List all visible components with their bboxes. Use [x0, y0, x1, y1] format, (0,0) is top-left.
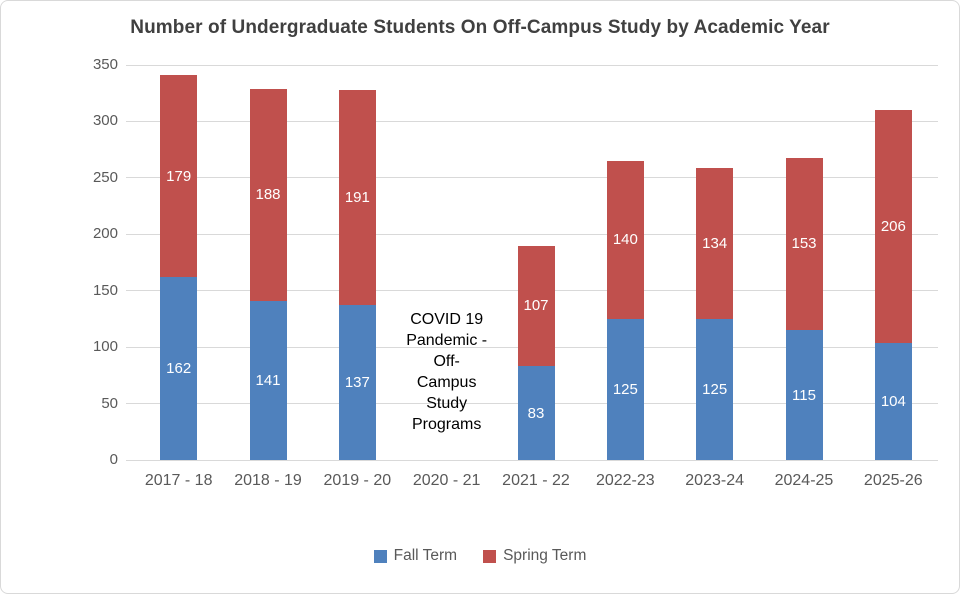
- fall-term-segment: 162: [160, 277, 198, 460]
- bar-value-label: 134: [702, 234, 728, 252]
- spring-term-segment: 153: [785, 157, 823, 331]
- spring-term-segment: 134: [696, 167, 734, 319]
- legend: Fall Term Spring Term: [1, 547, 959, 565]
- bar-value-label: 140: [612, 231, 638, 249]
- covid-annotation-line: Programs: [411, 416, 482, 433]
- covid-annotation-line: Study: [426, 395, 468, 412]
- spring-term-segment: 140: [606, 160, 644, 319]
- fall-term-segment: 104: [874, 342, 912, 460]
- y-axis-label: 350: [92, 56, 118, 73]
- legend-swatch-icon: [483, 549, 497, 563]
- spring-term-segment: 188: [249, 88, 287, 301]
- x-axis-label: 2022-23: [595, 472, 655, 489]
- bar-value-label: 104: [880, 392, 906, 410]
- covid-annotation-line: COVID 19: [410, 311, 484, 328]
- fall-term-segment: 83: [517, 366, 555, 460]
- covid-annotation-line: Off-: [433, 353, 460, 370]
- y-axis-label: 150: [92, 281, 118, 299]
- y-axis-label: 300: [92, 112, 118, 130]
- bar-value-label: 83: [527, 404, 545, 422]
- y-axis-label: 250: [92, 168, 118, 186]
- plot-area: 0 50 100 150 200 250 300 350 162 179 141 188 137 191 8…: [93, 56, 938, 468]
- fall-term-segment: 141: [249, 300, 287, 460]
- spring-term-segment: 107: [517, 245, 555, 367]
- covid-annotation-line: Pandemic -: [406, 332, 488, 349]
- bar-value-label: 137: [344, 374, 370, 392]
- fall-term-segment: 137: [338, 305, 376, 460]
- x-axis-label: 2018 - 19: [234, 472, 302, 489]
- fall-term-segment: 125: [696, 318, 734, 460]
- bar-value-label: 125: [702, 380, 728, 398]
- legend-swatch-icon: [373, 549, 387, 563]
- bar-value-label: 206: [880, 217, 906, 235]
- legend-item-spring-term: Spring Term: [483, 547, 586, 565]
- spring-term-segment: 179: [160, 75, 198, 278]
- gridline-250: [126, 177, 938, 179]
- bar-value-label: 125: [612, 380, 638, 398]
- y-axis-label: 200: [92, 225, 118, 243]
- bar-value-label: 153: [791, 235, 817, 253]
- bar-value-label: 188: [255, 186, 281, 204]
- bar-value-label: 107: [523, 297, 549, 315]
- x-axis-label: 2024-25: [774, 472, 834, 489]
- legend-label: Spring Term: [503, 547, 587, 564]
- covid-annotation-line: Campus: [416, 374, 477, 391]
- x-axis-label: 2020 - 21: [412, 472, 481, 489]
- bar-value-label: 191: [344, 189, 370, 207]
- spring-term-segment: 191: [338, 89, 376, 306]
- y-axis-label: 100: [92, 338, 118, 356]
- legend-label: Fall Term: [393, 547, 458, 564]
- y-axis-label: 0: [109, 451, 118, 468]
- bar-value-label: 115: [792, 386, 816, 404]
- gridline-300: [126, 120, 938, 122]
- gridline-0: [126, 459, 938, 461]
- chart-title: Number of Undergraduate Students On Off-…: [130, 17, 830, 38]
- bar-value-label: 162: [166, 360, 192, 378]
- x-axis-label: 2023-24: [685, 472, 744, 489]
- gridline-350: [126, 64, 938, 66]
- gridline-200: [126, 233, 938, 235]
- x-axis-label: 2025-26: [863, 472, 923, 489]
- x-axis-label: 2019 - 20: [323, 472, 392, 489]
- y-axis-label: 50: [101, 394, 118, 412]
- bar-value-label: 141: [255, 371, 281, 389]
- fall-term-segment: 115: [785, 330, 823, 460]
- x-axis-label: 2017 - 18: [144, 472, 213, 489]
- covid-annotation: COVID 19 Pandemic - Off- Campus Study Program…: [394, 309, 499, 435]
- legend-item-fall-term: Fall Term: [373, 547, 458, 565]
- bar-value-label: 179: [166, 167, 192, 185]
- x-axis-label: 2021 - 22: [502, 472, 570, 489]
- spring-term-segment: 206: [874, 110, 912, 343]
- fall-term-segment: 125: [606, 318, 644, 460]
- x-axis-labels: 2017 - 18 2018 - 19 2019 - 20 2020 - 21 2021…: [134, 472, 938, 490]
